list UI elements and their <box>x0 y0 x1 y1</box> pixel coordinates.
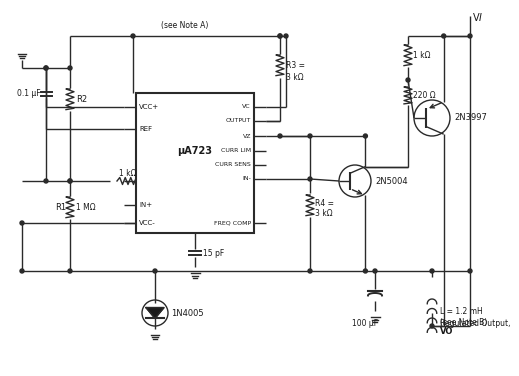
Circle shape <box>20 269 24 273</box>
Circle shape <box>44 179 48 183</box>
Text: 1N4005: 1N4005 <box>171 308 203 317</box>
FancyBboxPatch shape <box>136 93 254 233</box>
Circle shape <box>308 269 312 273</box>
Text: 1 kΩ: 1 kΩ <box>413 52 430 61</box>
Text: 0.1 µF: 0.1 µF <box>17 89 41 99</box>
Circle shape <box>442 34 446 38</box>
Text: IN+: IN+ <box>139 202 152 208</box>
Text: 15 pF: 15 pF <box>203 249 224 258</box>
Circle shape <box>284 34 288 38</box>
Text: 100 µF: 100 µF <box>352 318 378 327</box>
Text: 220 Ω: 220 Ω <box>413 91 435 100</box>
Text: VO: VO <box>440 327 454 337</box>
Circle shape <box>68 269 72 273</box>
Text: 2N3997: 2N3997 <box>454 114 487 123</box>
Text: 3 kΩ: 3 kΩ <box>315 209 333 218</box>
Circle shape <box>308 134 312 138</box>
Text: CURR SENS: CURR SENS <box>215 162 251 167</box>
Text: R3 =: R3 = <box>286 62 305 71</box>
Text: I: I <box>479 13 482 23</box>
Text: R1: R1 <box>55 203 66 212</box>
Text: 1 kΩ: 1 kΩ <box>119 168 136 177</box>
Text: µA723: µA723 <box>177 146 212 156</box>
Text: (see Note A): (see Note A) <box>161 21 209 30</box>
Circle shape <box>44 66 48 70</box>
Text: V: V <box>473 13 480 23</box>
Circle shape <box>468 269 472 273</box>
Circle shape <box>373 269 377 273</box>
Circle shape <box>278 34 282 38</box>
Text: VCC-: VCC- <box>139 220 156 226</box>
Text: Regulated Output,: Regulated Output, <box>440 318 511 327</box>
Text: REF: REF <box>139 126 152 132</box>
Text: L = 1.2 mH: L = 1.2 mH <box>440 306 483 315</box>
Text: 3 kΩ: 3 kΩ <box>286 73 304 82</box>
Circle shape <box>68 179 72 183</box>
Text: 1 MΩ: 1 MΩ <box>76 203 95 212</box>
Circle shape <box>430 324 434 328</box>
Text: VCC+: VCC+ <box>139 104 159 110</box>
Text: VZ: VZ <box>242 133 251 138</box>
Circle shape <box>363 134 367 138</box>
Circle shape <box>131 34 135 38</box>
Text: (see Note B): (see Note B) <box>440 318 487 327</box>
Circle shape <box>153 269 157 273</box>
Text: FREQ COMP: FREQ COMP <box>214 220 251 226</box>
Text: IN-: IN- <box>242 176 251 182</box>
Polygon shape <box>146 308 164 318</box>
Text: CURR LIM: CURR LIM <box>221 149 251 153</box>
Circle shape <box>278 134 282 138</box>
Circle shape <box>68 66 72 70</box>
Circle shape <box>468 34 472 38</box>
Text: 2N5004: 2N5004 <box>375 176 407 185</box>
Circle shape <box>68 179 72 183</box>
Text: VC: VC <box>242 105 251 109</box>
Circle shape <box>363 269 367 273</box>
Circle shape <box>430 269 434 273</box>
Circle shape <box>308 177 312 181</box>
Circle shape <box>20 221 24 225</box>
Circle shape <box>406 78 410 82</box>
Circle shape <box>44 66 48 70</box>
Text: R2: R2 <box>76 96 87 105</box>
Circle shape <box>278 34 282 38</box>
Text: R4 =: R4 = <box>315 199 334 208</box>
Text: OUTPUT: OUTPUT <box>226 118 251 123</box>
